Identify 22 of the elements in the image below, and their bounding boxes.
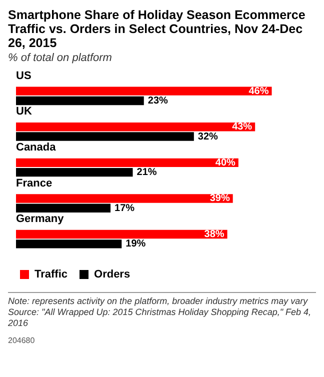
legend-label: Traffic [34, 268, 68, 281]
y-tick-label: Germany [16, 213, 65, 226]
data-label: 19% [126, 238, 146, 250]
data-label: 23% [148, 95, 168, 106]
chart-title: Smartphone Share of Holiday Season Ecommerce Traffic vs. Orders in Select Countries, Nov 24-Dec 26, 2015 [8, 8, 306, 50]
legend-label: Orders [94, 268, 130, 281]
data-label: 40% [215, 157, 236, 168]
y-tick-label: US [16, 70, 32, 82]
data-label: 38% [204, 229, 224, 240]
text: 204680 [8, 335, 36, 346]
data-label: 32% [198, 131, 218, 142]
y-tick-label: France [16, 177, 52, 190]
data-label: 46% [248, 86, 269, 97]
source-note: Source: "All Wrapped Up: 2015 Christmas Holiday Shopping Recap," Feb 4, 2016 [8, 307, 312, 329]
y-tick-label: Canada [16, 142, 57, 154]
data-label: 43% [232, 122, 252, 133]
data-label: 17% [114, 202, 135, 214]
chart-subtitle: % of total on platform [8, 52, 113, 64]
data-label: 39% [210, 193, 230, 204]
y-tick-label: UK [16, 106, 32, 118]
text: Note: represents activity on the platform, broader industry metrics may vary [8, 296, 309, 307]
data-label: 21% [136, 167, 157, 178]
